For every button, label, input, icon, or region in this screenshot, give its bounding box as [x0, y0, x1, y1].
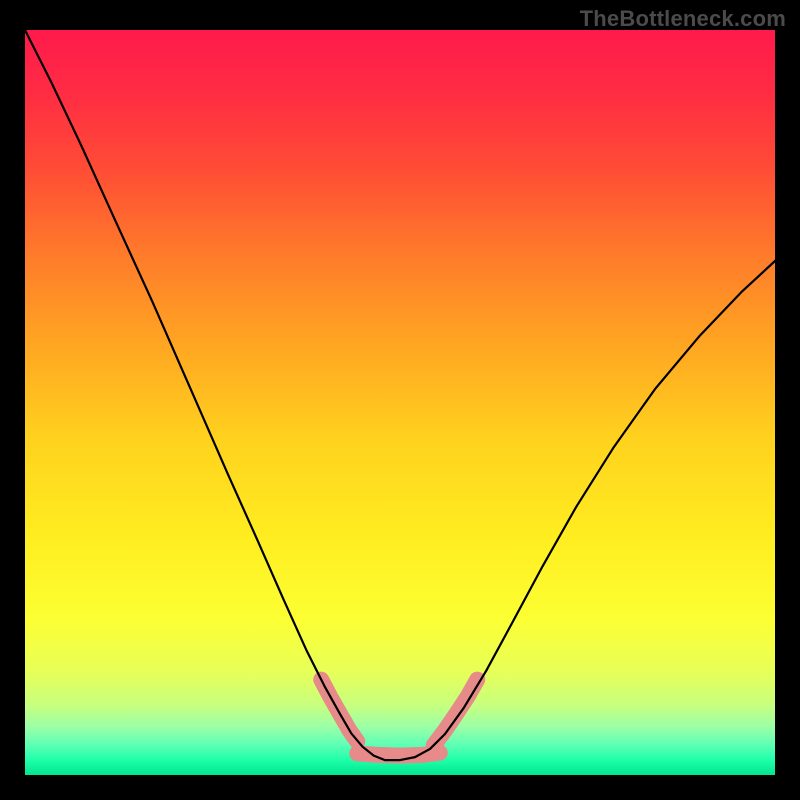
chart-background: [25, 30, 775, 775]
watermark-text: TheBottleneck.com: [580, 6, 786, 32]
chart-svg: [25, 30, 775, 775]
plot-frame: [25, 30, 775, 775]
